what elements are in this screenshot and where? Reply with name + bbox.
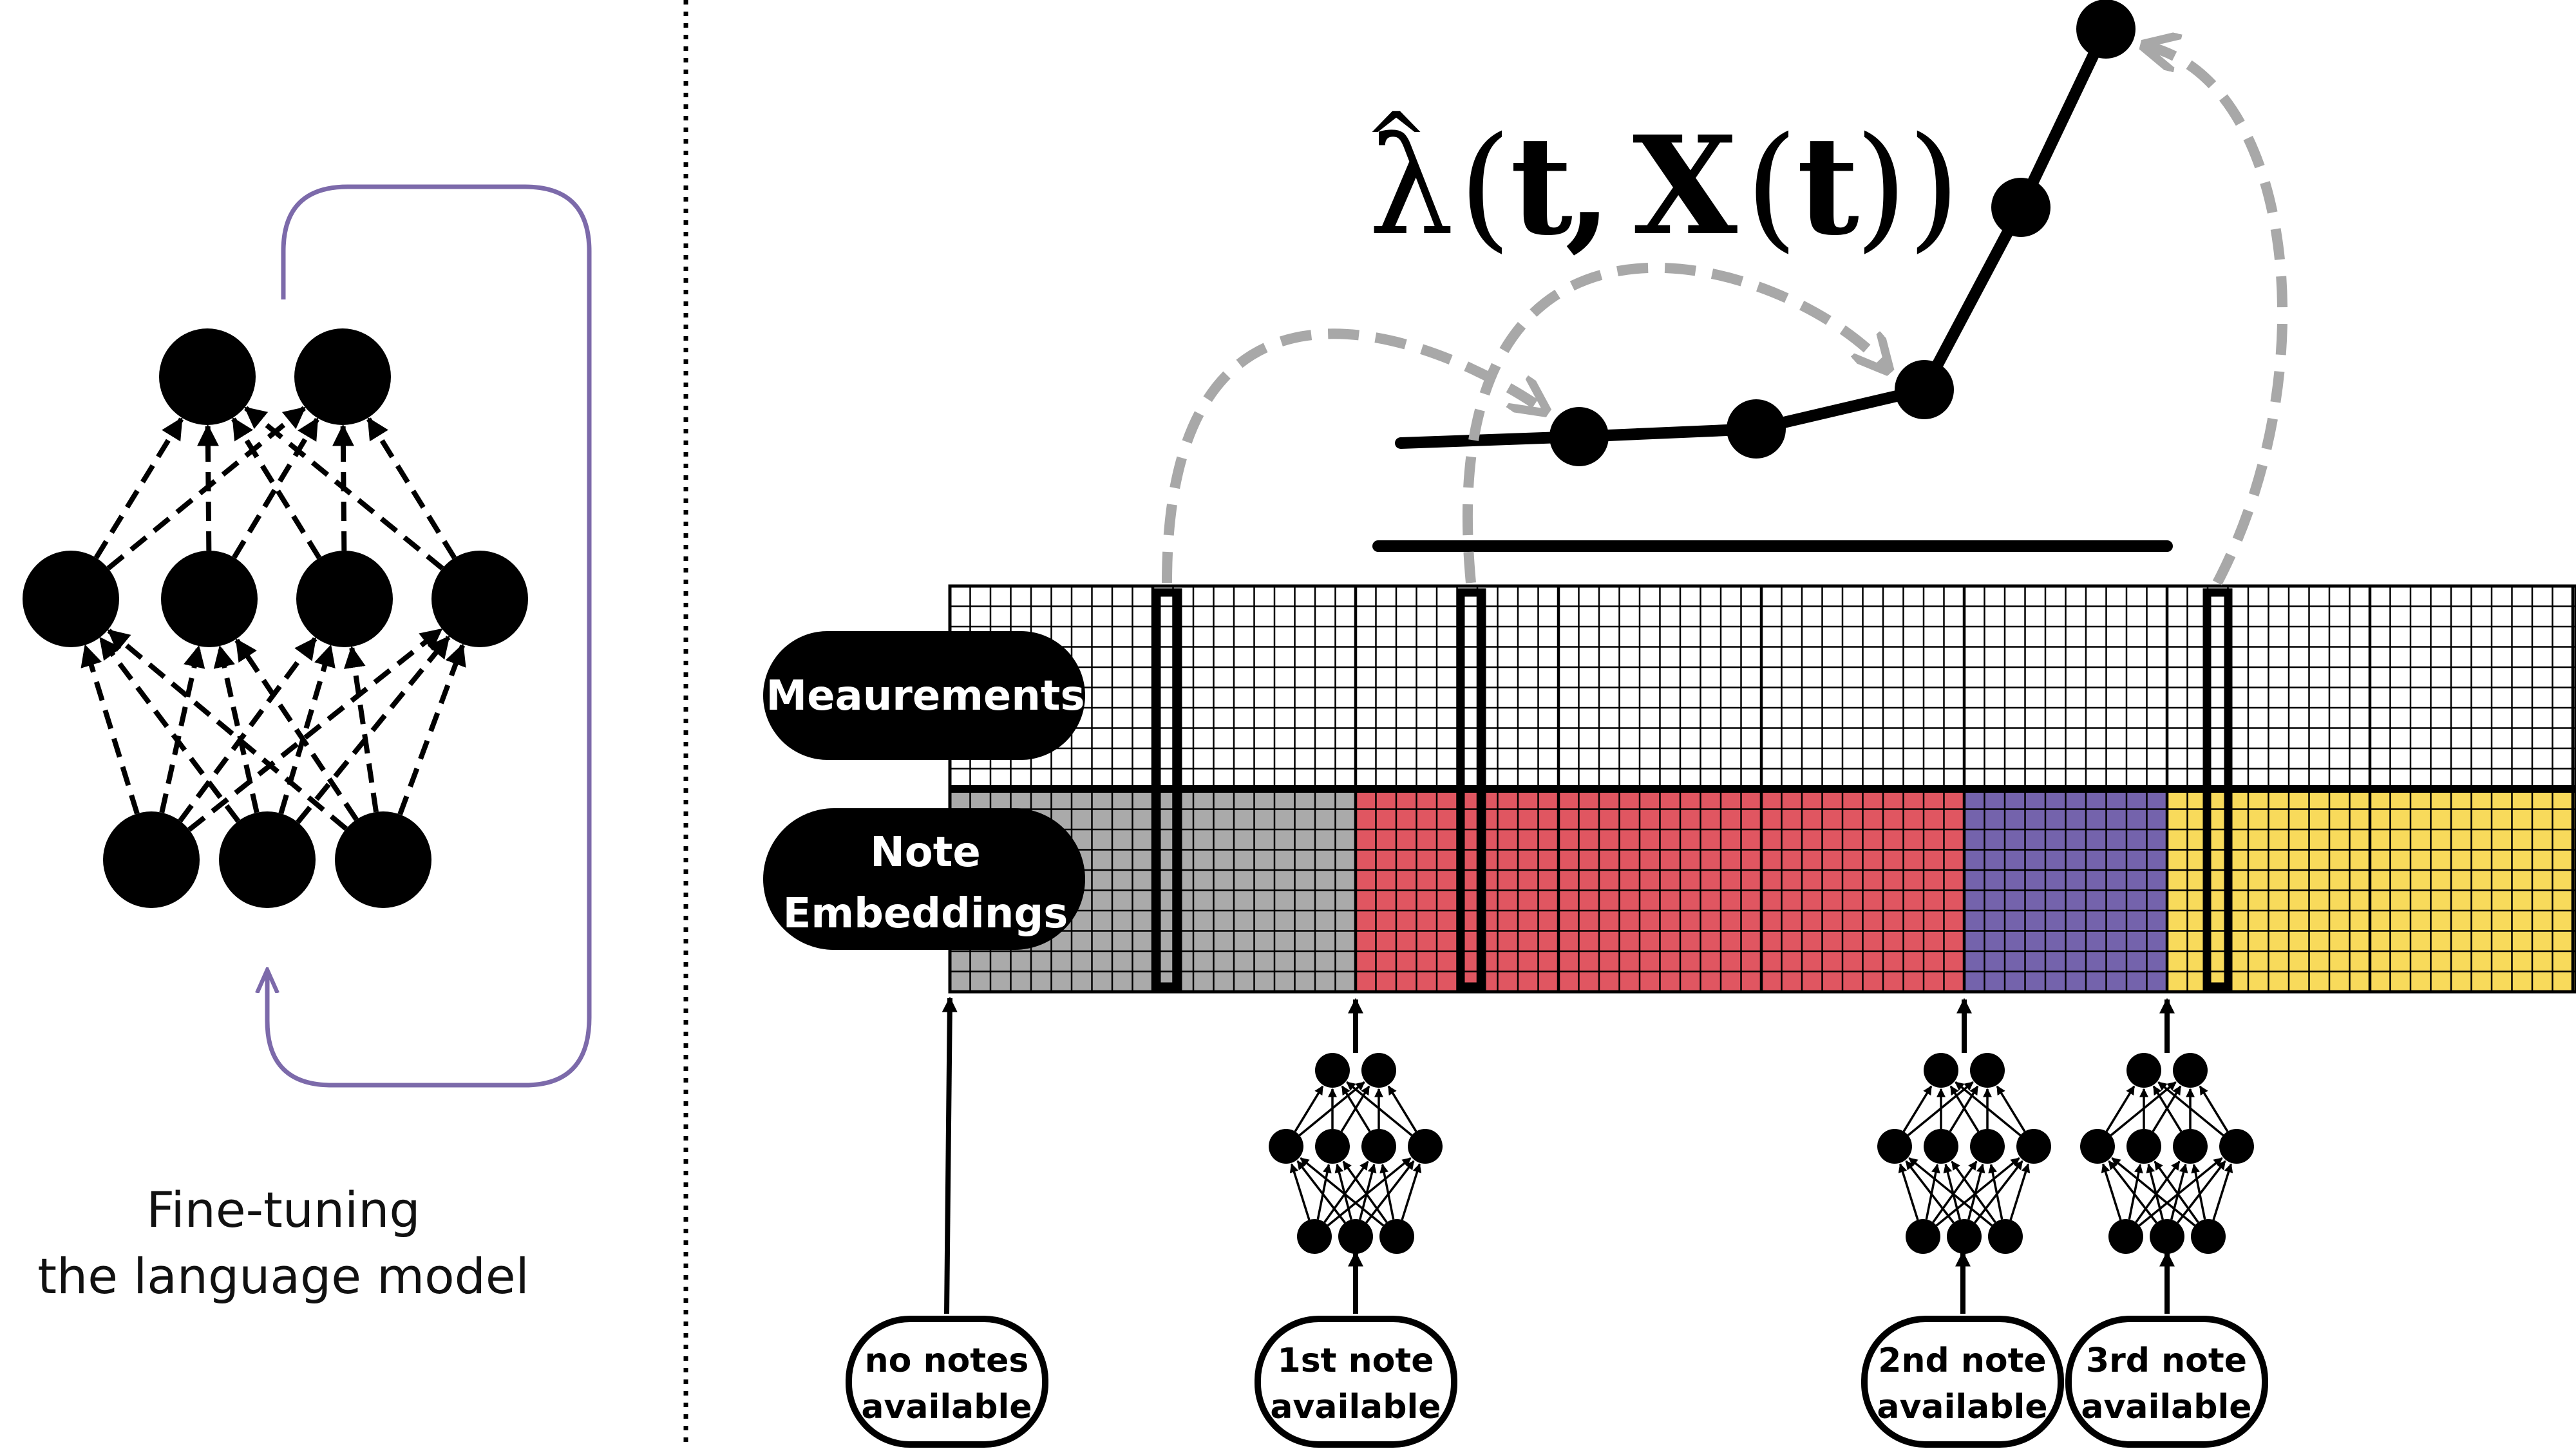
measurements-label: Meaurements: [766, 672, 1084, 720]
formula-lambda: λ: [1368, 108, 1454, 265]
neural-network-icon-3rd-note: [2080, 1053, 2254, 1254]
intensity-formula: ^ λ ( t , X ( t )): [1364, 97, 1960, 265]
formula-open-paren-1: (: [1459, 108, 1511, 265]
neural-network-icon-1st-note: [1269, 1053, 1443, 1254]
formula-open-paren-2: (: [1745, 108, 1798, 265]
time-slice-3: [2202, 588, 2233, 991]
curve-point-1: [1549, 407, 1609, 466]
note-box-2nd-line1: 2nd note: [1878, 1341, 2046, 1380]
formula-X: X: [1633, 106, 1738, 265]
note-box-none-line1: no notes: [865, 1341, 1029, 1380]
note-box-2nd-line2: available: [1877, 1388, 2047, 1426]
formula-comma: ,: [1565, 106, 1612, 265]
note-embeddings-label-2: Embeddings: [783, 890, 1068, 938]
caption-line-2: the language model: [37, 1247, 529, 1305]
curve-point-3: [1895, 360, 1954, 419]
time-slice-1: [1152, 588, 1182, 991]
fine-tune-loop-arrow-icon: [267, 184, 592, 1088]
dashed-arrow-3: [2148, 46, 2288, 585]
formula-t-2: t: [1797, 106, 1859, 265]
curve-point-4: [1991, 178, 2050, 237]
formula-close-parens: )): [1855, 108, 1960, 265]
note-box-1st: 1st note available: [1255, 1316, 1457, 1448]
note-box-2nd: 2nd note available: [1861, 1316, 2064, 1448]
formula-hat: ^: [1364, 97, 1429, 186]
caption-line-1: Fine-tuning: [146, 1181, 420, 1238]
dashed-arrow-2: [1462, 262, 1886, 583]
note-box-1st-line2: available: [1270, 1388, 1441, 1426]
formula-t-1: t: [1510, 106, 1573, 265]
intensity-curve: [1395, 23, 2112, 449]
note-box-3rd-line1: 3rd note: [2086, 1341, 2247, 1380]
note-box-3rd-line2: available: [2081, 1388, 2251, 1426]
note-box-none-line2: available: [861, 1388, 1032, 1426]
neural-network-icon: [23, 328, 528, 908]
arrow-no-notes: [942, 996, 958, 1314]
note-box-3rd: 3rd note available: [2065, 1316, 2268, 1448]
note-box-none: no notes available: [846, 1316, 1048, 1448]
measurements-pill: [763, 631, 1085, 760]
neural-network-icon-2nd-note: [1877, 1053, 2051, 1254]
note-box-1st-line1: 1st note: [1278, 1341, 1434, 1380]
curve-point-2: [1727, 399, 1786, 459]
curve-point-5: [2076, 0, 2136, 59]
note-embeddings-label-1: Note: [870, 829, 981, 876]
time-slice-2: [1456, 588, 1486, 991]
note-embeddings-pill: [763, 808, 1085, 950]
